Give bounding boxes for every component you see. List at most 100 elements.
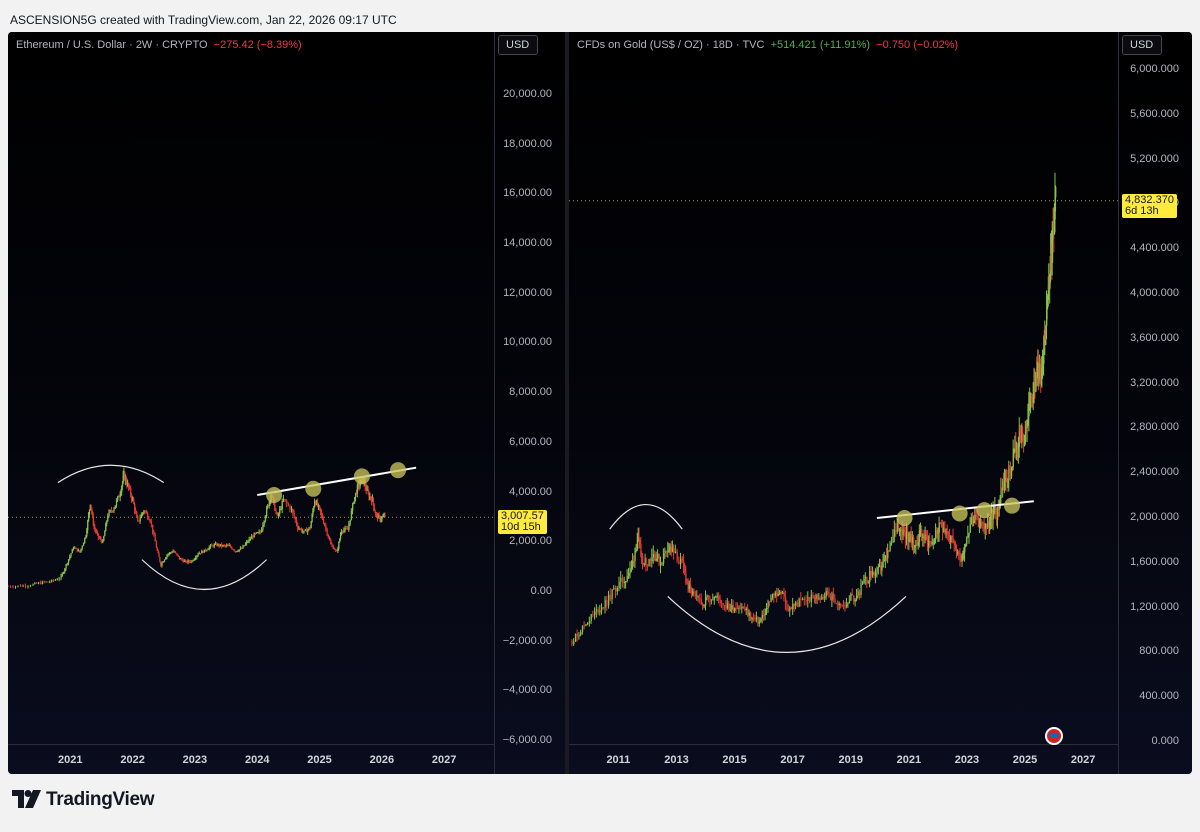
gold-candle-body: [887, 550, 889, 559]
gold-bottom-arc: [667, 595, 907, 653]
gold-candle-body: [647, 565, 649, 567]
gold-candle-body: [623, 582, 626, 584]
gold-candle-body: [585, 623, 587, 627]
gold-candle-body: [795, 602, 797, 606]
gold-candle-body: [850, 594, 852, 601]
ethereum-candle-body: [279, 509, 281, 514]
ethereum-chart-panel[interactable]: Ethereum / U.S. Dollar · 2W · CRYPTO −27…: [8, 32, 565, 774]
gold-candle-body: [751, 617, 753, 620]
gold-candle-body: [703, 605, 705, 607]
ethereum-candle-body: [119, 494, 121, 498]
gold-currency-button[interactable]: USD: [1122, 35, 1162, 55]
ethereum-candle-body: [210, 544, 212, 547]
gold-candle-body: [620, 578, 622, 582]
gold-legend[interactable]: CFDs on Gold (US$ / OZ) · 18D · TVC +514…: [577, 39, 958, 51]
ethereum-candle-body: [64, 568, 66, 573]
gold-candle-body: [724, 605, 726, 607]
ethereum-candle-body: [338, 542, 340, 549]
ethereum-candle-body: [171, 552, 173, 554]
ethereum-price-axis-border: [494, 32, 495, 774]
ethereum-candle-body: [94, 527, 96, 530]
gold-candle-body: [906, 531, 908, 540]
ethereum-candle-body: [20, 585, 22, 587]
gold-candle-body: [770, 598, 772, 603]
ethereum-candle-body: [216, 543, 218, 546]
ethereum-candle-body: [296, 520, 298, 525]
gold-y-tick-label: 1,600.000: [1130, 555, 1179, 568]
gold-candle-body: [780, 591, 782, 594]
gold-candle-body: [761, 614, 763, 619]
ethereum-touch-marker: [266, 487, 283, 504]
gold-candle-body: [637, 536, 639, 540]
gold-candle-body: [674, 551, 677, 554]
ethereum-candle-body: [370, 496, 372, 499]
ethereum-candle-body: [282, 499, 285, 502]
gold-candle-body: [1016, 448, 1018, 450]
gold-candle-body: [721, 603, 723, 605]
gold-candle-body: [750, 612, 752, 620]
gold-candle-body: [658, 554, 660, 565]
gold-candle-body: [934, 539, 936, 542]
gold-candle-body: [939, 522, 942, 524]
gold-x-tick-label: 2023: [954, 754, 980, 766]
ethereum-candle-body: [79, 550, 81, 553]
ethereum-candle-body: [299, 528, 302, 530]
gold-candle-body: [1009, 467, 1011, 469]
gold-candle-body: [986, 523, 988, 528]
gold-candle-body: [696, 595, 698, 597]
ethereum-candle-body: [262, 524, 264, 530]
gold-candle-body: [1024, 441, 1026, 446]
ethereum-candle-body: [88, 509, 91, 515]
ethereum-candle-body: [165, 557, 167, 560]
gold-candle-body: [991, 511, 994, 520]
gold-candle-body: [764, 608, 766, 616]
ethereum-x-tick-label: 2025: [307, 754, 332, 766]
gold-candle-body: [900, 529, 902, 531]
panel-divider[interactable]: [565, 32, 569, 774]
us-flag-events-icon[interactable]: [1045, 727, 1063, 745]
gold-candle-body: [960, 561, 962, 563]
gold-candle-body: [670, 546, 673, 553]
gold-candle-body: [915, 544, 917, 546]
ethereum-candle-body: [202, 550, 204, 553]
gold-candle-body: [1031, 398, 1034, 402]
gold-candle-body: [732, 605, 734, 612]
gold-candle-body: [718, 596, 720, 600]
gold-chart-panel[interactable]: CFDs on Gold (US$ / OZ) · 18D · TVC +514…: [569, 32, 1192, 774]
gold-candle-body: [737, 608, 739, 610]
gold-candle-body: [771, 594, 774, 599]
ethereum-candle-body: [233, 549, 235, 551]
gold-candle-body: [786, 603, 788, 610]
gold-candle-body: [716, 596, 718, 598]
ethereum-candle-body: [159, 557, 161, 562]
gold-candle-body: [687, 582, 689, 589]
ethereum-candle-body: [125, 477, 127, 483]
gold-candle-body: [880, 565, 882, 571]
gold-candle-body: [606, 599, 608, 606]
gold-candle-body: [867, 581, 870, 583]
ethereum-candle-body: [75, 547, 77, 549]
ethereum-candle-body: [192, 560, 194, 562]
ethereum-candle-body: [312, 510, 314, 516]
ethereum-candle-body: [134, 503, 136, 511]
ethereum-candle-body: [336, 550, 338, 552]
gold-x-tick-label: 2017: [780, 754, 805, 766]
gold-candle-body: [785, 596, 787, 604]
gold-candle-body: [663, 553, 665, 564]
gold-candle-body: [735, 607, 737, 609]
ethereum-candle-body: [294, 516, 297, 521]
ethereum-bottom-arc: [141, 559, 267, 590]
gold-candle-body: [873, 572, 875, 576]
ethereum-currency-button[interactable]: USD: [498, 35, 538, 55]
gold-candle-body: [910, 533, 912, 543]
ethereum-candle-body: [236, 551, 238, 553]
gold-candle-body: [911, 537, 914, 543]
gold-candle-body: [774, 592, 777, 596]
ethereum-candle-body: [129, 487, 131, 489]
gold-chart-svg[interactable]: [569, 32, 1192, 774]
ethereum-legend[interactable]: Ethereum / U.S. Dollar · 2W · CRYPTO −27…: [16, 39, 302, 51]
ethereum-candle-body: [292, 508, 294, 513]
ethereum-chart-svg[interactable]: [8, 32, 565, 774]
ethereum-candle-body: [221, 544, 223, 547]
gold-candle-body: [783, 592, 785, 597]
